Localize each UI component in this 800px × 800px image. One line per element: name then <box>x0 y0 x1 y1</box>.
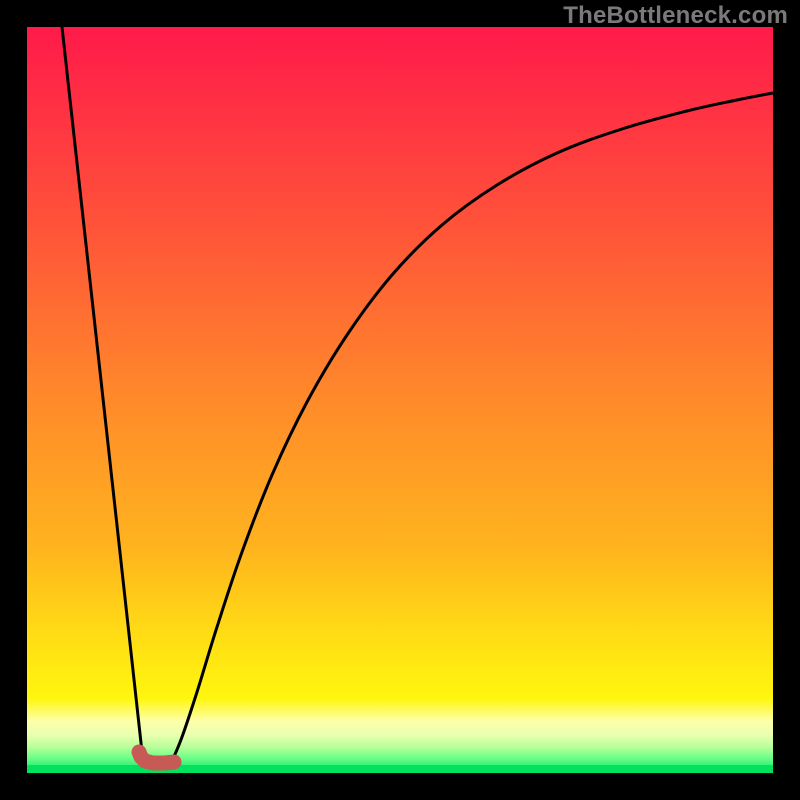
right-saturating-curve <box>172 93 773 761</box>
valley-marker <box>139 752 174 763</box>
watermark-text: TheBottleneck.com <box>563 2 788 30</box>
figure-root: TheBottleneck.com <box>0 0 800 800</box>
plot-area <box>27 27 773 773</box>
left-descending-line <box>62 27 143 761</box>
curves-layer <box>27 27 773 773</box>
